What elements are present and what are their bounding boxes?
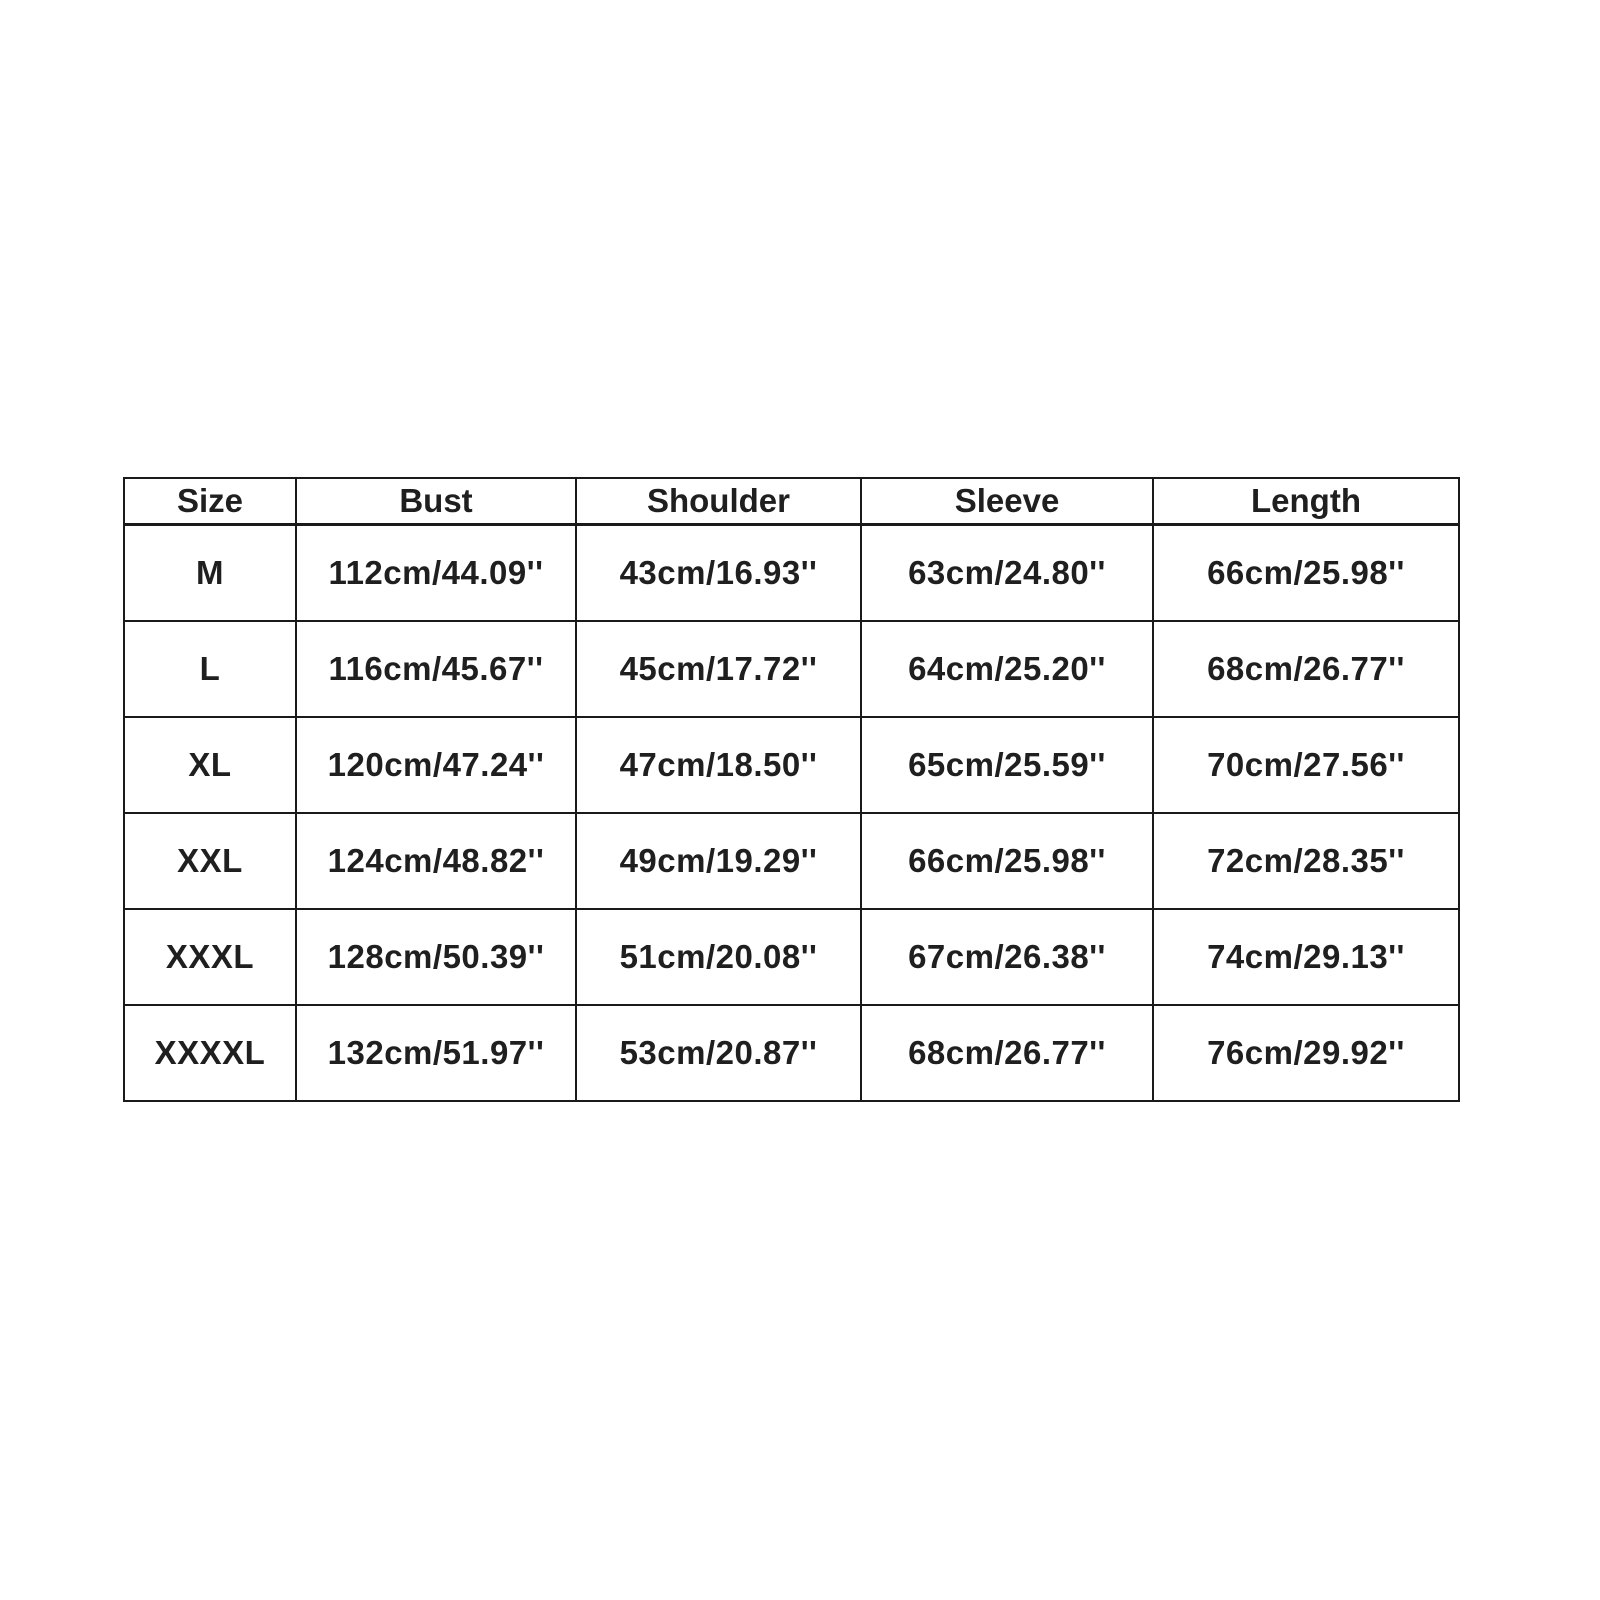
measurement-cell: 51cm/20.08''	[575, 908, 862, 1006]
measurement-cell: 66cm/25.98''	[1152, 523, 1460, 622]
measurement-cell: 70cm/27.56''	[1152, 716, 1460, 814]
size-cell: M	[123, 523, 297, 622]
size-cell: XXL	[123, 812, 297, 910]
table-row: M 112cm/44.09'' 43cm/16.93'' 63cm/24.80'' 66…	[123, 523, 1460, 622]
measurement-cell: 74cm/29.13''	[1152, 908, 1460, 1006]
table-row: XXXL 128cm/50.39'' 51cm/20.08'' 67cm/26.38'…	[123, 908, 1460, 1006]
size-chart-table: Size Bust Shoulder Sleeve Length M 112cm/44.0…	[123, 477, 1460, 1102]
measurement-cell: 76cm/29.92''	[1152, 1004, 1460, 1102]
table-row: XL 120cm/47.24'' 47cm/18.50'' 65cm/25.59'' 7…	[123, 716, 1460, 814]
size-table-body: M 112cm/44.09'' 43cm/16.93'' 63cm/24.80'' 66…	[123, 523, 1460, 1102]
table-row: L 116cm/45.67'' 45cm/17.72'' 64cm/25.20'' 68…	[123, 620, 1460, 718]
size-table-header-row: Size Bust Shoulder Sleeve Length	[123, 477, 1460, 526]
measurement-cell: 68cm/26.77''	[1152, 620, 1460, 718]
size-cell: XXXL	[123, 908, 297, 1006]
measurement-cell: 43cm/16.93''	[575, 523, 862, 622]
measurement-cell: 112cm/44.09''	[295, 523, 577, 622]
column-header-size: Size	[123, 477, 297, 526]
measurement-cell: 120cm/47.24''	[295, 716, 577, 814]
size-cell: XXXXL	[123, 1004, 297, 1102]
column-header-length: Length	[1152, 477, 1460, 526]
table-row: XXL 124cm/48.82'' 49cm/19.29'' 66cm/25.98''…	[123, 812, 1460, 910]
measurement-cell: 128cm/50.39''	[295, 908, 577, 1006]
measurement-cell: 132cm/51.97''	[295, 1004, 577, 1102]
size-cell: L	[123, 620, 297, 718]
column-header-shoulder: Shoulder	[575, 477, 862, 526]
measurement-cell: 63cm/24.80''	[860, 523, 1154, 622]
measurement-cell: 68cm/26.77''	[860, 1004, 1154, 1102]
measurement-cell: 49cm/19.29''	[575, 812, 862, 910]
table-row: XXXXL 132cm/51.97'' 53cm/20.87'' 68cm/26.77…	[123, 1004, 1460, 1102]
measurement-cell: 64cm/25.20''	[860, 620, 1154, 718]
measurement-cell: 124cm/48.82''	[295, 812, 577, 910]
measurement-cell: 45cm/17.72''	[575, 620, 862, 718]
measurement-cell: 67cm/26.38''	[860, 908, 1154, 1006]
column-header-sleeve: Sleeve	[860, 477, 1154, 526]
measurement-cell: 47cm/18.50''	[575, 716, 862, 814]
measurement-cell: 53cm/20.87''	[575, 1004, 862, 1102]
measurement-cell: 116cm/45.67''	[295, 620, 577, 718]
measurement-cell: 72cm/28.35''	[1152, 812, 1460, 910]
column-header-bust: Bust	[295, 477, 577, 526]
measurement-cell: 66cm/25.98''	[860, 812, 1154, 910]
measurement-cell: 65cm/25.59''	[860, 716, 1154, 814]
size-cell: XL	[123, 716, 297, 814]
